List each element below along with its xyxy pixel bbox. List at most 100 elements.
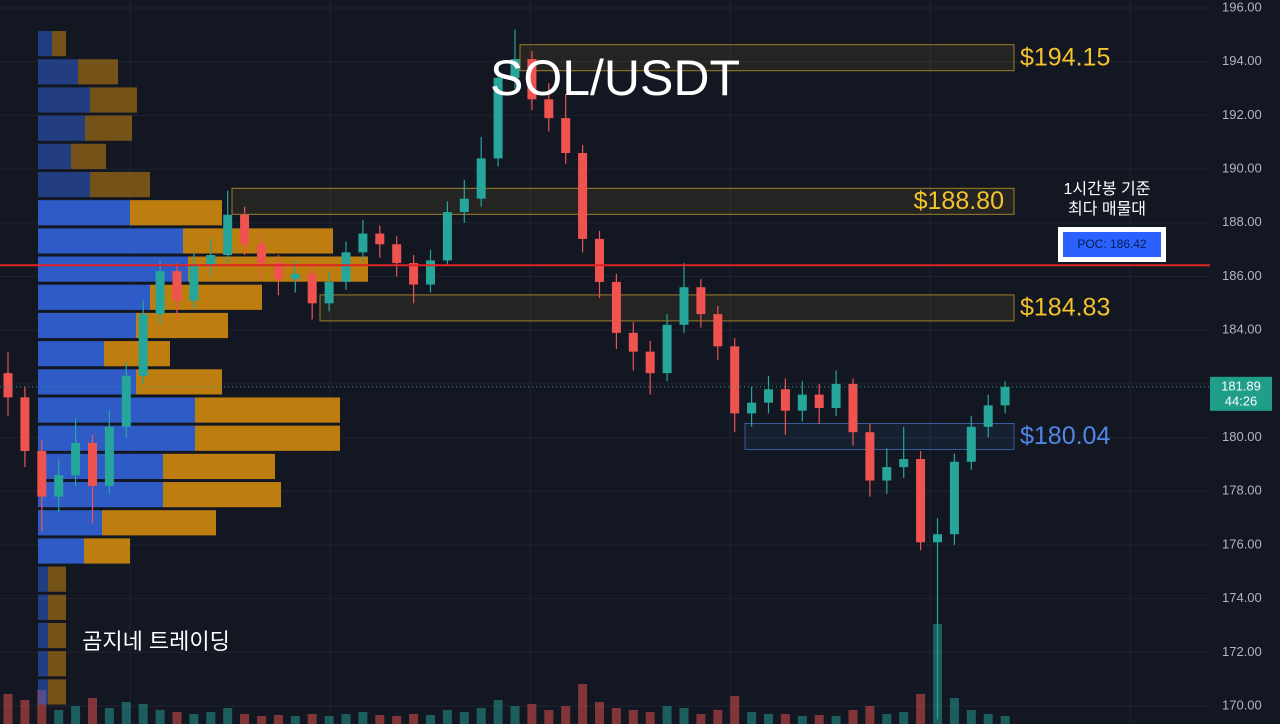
profile-sell-bar <box>71 143 106 169</box>
profile-buy-bar <box>38 341 104 367</box>
candle-body <box>324 281 334 304</box>
candle-body <box>273 263 283 280</box>
y-tick-label: 174.00 <box>1222 590 1262 605</box>
candle-body <box>865 432 875 481</box>
candle-body <box>358 233 368 253</box>
volume-bar <box>899 712 909 724</box>
candle-body <box>155 271 165 315</box>
volume-bar <box>189 714 199 724</box>
candle-body <box>20 397 30 451</box>
profile-sell-bar <box>52 31 66 57</box>
candle-body <box>696 287 706 315</box>
volume-bar <box>273 715 283 724</box>
volume <box>3 624 1010 724</box>
profile-buy-bar <box>38 369 136 395</box>
level-zone <box>231 187 1015 215</box>
volume-bar <box>307 714 317 724</box>
volume-bar <box>544 710 554 724</box>
volume-bar <box>848 710 858 724</box>
candle-body <box>392 244 402 264</box>
profile-sell-bar <box>90 87 137 113</box>
candle-body <box>595 238 604 282</box>
candle-body <box>88 442 97 486</box>
profile-buy-bar <box>38 228 183 254</box>
profile-sell-bar <box>195 397 340 423</box>
y-tick-label: 190.00 <box>1222 161 1262 176</box>
candle-body <box>814 394 824 409</box>
profile-buy-bar <box>38 679 48 705</box>
profile-buy-bar <box>38 143 71 169</box>
volume-bar <box>341 714 351 724</box>
y-tick-label: 192.00 <box>1222 107 1262 122</box>
volume-bar <box>645 712 655 724</box>
candle-body <box>797 394 807 411</box>
vertical-grid <box>129 0 1131 724</box>
candle-body <box>476 158 486 199</box>
y-tick-label: 196.00 <box>1222 0 1262 14</box>
level-label: $180.04 <box>1020 422 1110 450</box>
profile-sell-bar <box>85 115 132 141</box>
watermark: 곰지네 트레이딩 <box>82 629 230 654</box>
y-tick-label: 180.00 <box>1222 429 1262 444</box>
volume-bar <box>324 716 334 724</box>
candle-body <box>510 59 520 78</box>
profile-buy-bar <box>38 622 48 649</box>
profile-buy-bar <box>38 566 48 592</box>
volume-bar <box>290 716 300 724</box>
candle-body <box>662 324 672 374</box>
candle-body <box>983 405 993 427</box>
volume-bar <box>493 700 503 724</box>
volume-bar <box>561 706 571 724</box>
candle-body <box>426 260 435 285</box>
volume-bar <box>409 714 419 724</box>
volume-bar <box>797 716 807 724</box>
profile-buy-bar <box>38 115 85 141</box>
profile-buy-bar <box>38 594 48 620</box>
y-tick-label: 184.00 <box>1222 322 1262 337</box>
profile-sell-bar <box>136 369 222 395</box>
volume-bar <box>426 715 435 724</box>
profile-buy-bar <box>38 425 195 451</box>
y-tick-label: 188.00 <box>1222 214 1262 229</box>
candle-body <box>882 467 892 481</box>
candle-body <box>780 389 790 411</box>
volume-bar <box>155 710 165 724</box>
candle-body <box>189 265 199 301</box>
candle-body <box>493 77 503 159</box>
y-tick-label: 194.00 <box>1222 53 1262 68</box>
candle-body <box>459 198 469 213</box>
level-label: $194.15 <box>1020 43 1110 71</box>
profile-buy-bar <box>38 87 90 113</box>
last-price-box <box>1210 376 1272 411</box>
profile-buy-bar <box>38 284 150 310</box>
candle-body <box>54 475 64 497</box>
candle-body <box>121 375 131 427</box>
volume-bar <box>679 708 689 724</box>
poc-label: POC: 186.42 <box>1077 237 1147 251</box>
volume-bar <box>442 710 452 724</box>
profile-sell-bar <box>48 679 66 705</box>
volume-bar <box>882 714 892 724</box>
volume-bar <box>172 712 182 724</box>
candle-body <box>341 252 351 282</box>
candle-body <box>138 314 148 376</box>
candle-body <box>561 118 571 154</box>
candle-body <box>409 263 419 285</box>
volume-bar <box>527 704 537 724</box>
profile-sell-bar <box>130 200 222 226</box>
volume-bar <box>747 712 757 724</box>
volume-profile <box>38 31 368 705</box>
volume-bar <box>240 714 250 724</box>
volume-bar <box>71 706 81 724</box>
volume-bar <box>476 708 486 724</box>
candle-body <box>3 373 13 398</box>
volume-bar <box>730 696 740 724</box>
candles <box>3 29 1010 720</box>
profile-buy-bar <box>38 256 188 282</box>
profile-sell-bar <box>163 482 281 508</box>
candle-body <box>713 314 723 347</box>
y-tick-label: 186.00 <box>1222 268 1262 283</box>
profile-sell-bar <box>136 312 228 339</box>
candle-body <box>290 273 300 280</box>
poc-box <box>1063 232 1161 257</box>
